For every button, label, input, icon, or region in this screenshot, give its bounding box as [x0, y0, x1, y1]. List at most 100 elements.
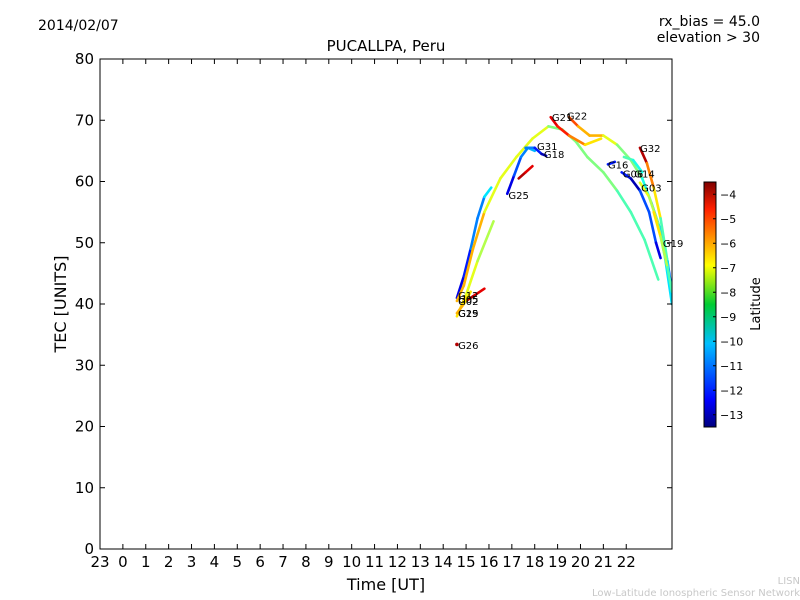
series-segment [462, 247, 475, 287]
x-tick-label: 9 [324, 553, 334, 571]
x-tick-label: 22 [617, 553, 636, 571]
series-segment [629, 158, 644, 180]
series-segment [483, 186, 493, 199]
rx-bias-label: rx_bias = 45.0 [658, 14, 760, 30]
x-axis-label: Time [UT] [346, 575, 425, 594]
colorbar-tick-label: −6 [720, 237, 736, 250]
y-tick-label: 80 [75, 50, 94, 68]
x-tick-label: 12 [388, 553, 407, 571]
series-segment [602, 171, 619, 192]
series-segment [659, 216, 669, 263]
series-segment [638, 189, 651, 214]
x-tick-label: 19 [548, 553, 567, 571]
series-g15 [455, 290, 472, 315]
x-tick-label: 10 [342, 553, 361, 571]
series-segment [455, 275, 466, 300]
x-tick-label: 11 [365, 553, 384, 571]
colorbar-label: Latitude [749, 277, 764, 331]
series-segment [631, 158, 644, 174]
series-segment [531, 125, 550, 140]
series-segment [629, 210, 646, 241]
series-label: G31 [537, 142, 557, 153]
series-segment [602, 134, 619, 147]
series-point [455, 342, 459, 347]
colorbar-tick-label: −10 [720, 335, 743, 348]
series-layer [455, 115, 672, 347]
series-segment [519, 146, 530, 159]
series-label: G05 [458, 295, 478, 306]
series-segment [645, 161, 655, 189]
series-label: G19 [663, 239, 683, 250]
series-segment [464, 293, 477, 303]
series-segment [576, 125, 591, 137]
series-g19 [652, 210, 672, 294]
series-segment [622, 155, 635, 162]
series-segment [540, 152, 548, 158]
series-segment [556, 125, 571, 137]
series-segment [652, 210, 662, 238]
colorbar-tick-label: −5 [720, 213, 736, 226]
x-tick-label: 3 [187, 553, 197, 571]
chart-title: PUCALLPA, Peru [326, 37, 446, 55]
series-label: G03 [641, 184, 661, 195]
x-tick-label: 0 [118, 553, 128, 571]
x-tick-label: 13 [411, 553, 430, 571]
series-segment [659, 235, 669, 269]
credit-network: Low-Latitude Ionospheric Sensor Network [592, 588, 800, 599]
series-segment [483, 177, 502, 214]
x-tick-label: 6 [255, 553, 265, 571]
x-tick-label: 23 [90, 553, 109, 571]
series-segment [620, 171, 633, 180]
y-tick-label: 50 [75, 234, 94, 252]
series-segment [533, 146, 543, 156]
series-segment [567, 134, 587, 147]
x-tick-label: 17 [502, 553, 521, 571]
series-segment [652, 186, 662, 220]
x-tick-label: 16 [479, 553, 498, 571]
series-g05 [464, 287, 486, 303]
series-segment [615, 189, 633, 214]
series-segment [476, 195, 486, 220]
x-tick-label: 8 [301, 553, 311, 571]
series-segment [638, 181, 651, 199]
series-label: G14 [634, 170, 654, 181]
series-label: G02 [458, 297, 478, 308]
series-g31 [517, 164, 534, 180]
series-label: G18 [544, 150, 564, 161]
series-label: G22 [567, 111, 587, 122]
series-g16 [606, 160, 617, 166]
series-g02 [455, 125, 660, 303]
x-tick-label: 18 [525, 553, 544, 571]
series-segment [473, 287, 486, 297]
series-segment [583, 137, 603, 147]
x-tick-label: 14 [434, 553, 453, 571]
colorbar-tick-label: −13 [720, 409, 743, 422]
series-segment [471, 210, 486, 251]
series-g18 [524, 146, 548, 158]
y-tick-label: 0 [84, 540, 94, 558]
colorbar-tick-label: −12 [720, 384, 743, 397]
series-segment [643, 238, 660, 281]
series-segment [462, 290, 472, 306]
series-label: G21 [552, 113, 572, 124]
series-label: G06 [623, 170, 643, 181]
series-segment [606, 160, 617, 166]
colorbar-tick-label: −7 [720, 262, 736, 275]
series-segment [654, 241, 662, 260]
y-tick-label: 20 [75, 418, 94, 436]
colorbar-tick-label: −9 [720, 311, 736, 324]
x-tick-label: 2 [164, 553, 174, 571]
series-segment [505, 174, 516, 196]
credit-lisn: LISN [777, 576, 800, 587]
series-g21 [549, 115, 603, 147]
series-segment [574, 140, 589, 159]
series-g26 [455, 342, 459, 347]
colorbar-tick-label: −4 [720, 188, 736, 201]
series-label: G15 [458, 309, 478, 320]
series-segment [517, 171, 527, 180]
series-segment [586, 155, 605, 174]
series-segment [549, 115, 559, 128]
y-axis-label: TEC [UNITS] [51, 256, 70, 354]
x-tick-label: 15 [457, 553, 476, 571]
